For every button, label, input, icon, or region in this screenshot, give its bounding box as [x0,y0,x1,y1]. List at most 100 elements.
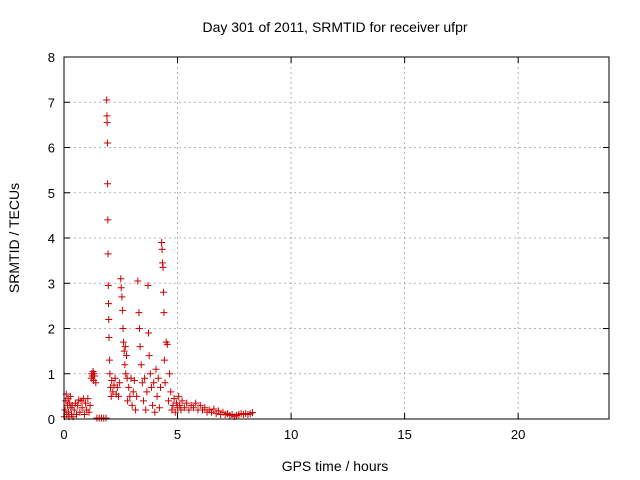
y-tick-label: 2 [48,322,55,337]
data-point [192,399,200,407]
data-point [105,356,113,364]
data-point [201,404,209,412]
x-tick-label: 20 [511,427,525,442]
data-point [135,309,143,317]
y-tick-label: 6 [48,141,55,156]
data-point [106,370,114,378]
data-point [125,383,133,391]
data-point [166,370,174,378]
data-point [157,383,165,391]
data-point [135,325,143,332]
data-point [103,119,111,127]
data-point [141,374,149,382]
x-tick-label: 0 [60,427,67,442]
data-point [183,399,191,407]
data-point [196,401,204,409]
data-point [160,309,168,317]
data-point [121,343,129,351]
data-point [103,96,111,104]
data-point [126,392,134,400]
data-point [154,374,162,382]
data-point [180,404,188,412]
data-point [136,343,144,351]
data-point [155,404,163,412]
data-point [137,361,145,369]
data-point [122,352,130,360]
data-point [146,370,154,378]
data-point [129,388,137,396]
data-point [119,306,127,314]
data-point [144,282,152,290]
data-point [103,139,111,147]
data-point [149,401,157,409]
data-point [151,408,159,416]
data-point [104,180,112,188]
data-point [132,406,140,414]
data-point [163,340,171,348]
data-point [175,392,183,400]
data-point [158,245,166,253]
data-point [115,392,122,400]
y-tick-label: 4 [48,231,55,246]
data-point [164,397,172,405]
data-point [153,392,161,400]
data-point [117,275,125,283]
data-point [80,410,88,418]
data-point [107,392,115,400]
data-points [60,96,256,422]
data-point [84,395,92,403]
data-point [167,388,175,396]
data-point [66,392,74,400]
data-point [170,395,178,403]
data-point [85,408,93,416]
y-tick-label: 0 [48,412,55,427]
y-tick-labels: 0 1 2 3 4 5 6 7 8 [48,50,55,427]
data-point [78,404,86,412]
x-tick-label: 10 [284,427,298,442]
data-point [161,379,169,387]
x-tick-label: 5 [174,427,181,442]
axis-ticks [63,56,609,420]
data-point [210,405,218,413]
x-tick-labels: 0 5 10 15 20 [60,427,525,442]
data-point [102,414,110,422]
data-point [104,282,112,290]
data-point [91,372,99,380]
data-point [171,408,179,416]
data-point [145,352,153,360]
data-point [214,407,222,415]
data-point [118,293,126,301]
data-point [122,370,130,378]
data-point [113,383,121,391]
data-point [105,315,113,323]
data-point [116,379,124,387]
data-point [133,392,141,400]
data-point [70,406,78,414]
data-point [147,383,155,391]
data-point [158,239,166,247]
data-point [104,216,112,224]
y-tick-label: 1 [48,367,55,382]
y-tick-label: 7 [48,95,55,110]
data-point [134,277,142,285]
data-point [117,284,125,292]
data-point [119,325,127,332]
data-point [105,334,113,342]
x-axis-label: GPS time / hours [282,458,389,474]
data-point [142,406,150,414]
y-tick-label: 3 [48,276,55,291]
data-point [176,401,184,409]
y-axis-label: SRMTID / TECUs [6,183,22,293]
data-point [248,409,256,417]
data-point [120,347,128,355]
data-point [111,374,119,382]
data-point [76,408,84,416]
data-point [105,300,113,308]
data-point [74,401,82,409]
data-point [138,379,146,387]
data-point [160,356,168,364]
y-tick-label: 8 [48,50,55,65]
data-point [128,401,136,409]
chart-title: Day 301 of 2011, SRMTID for receiver ufp… [202,19,467,35]
data-point [86,401,94,409]
